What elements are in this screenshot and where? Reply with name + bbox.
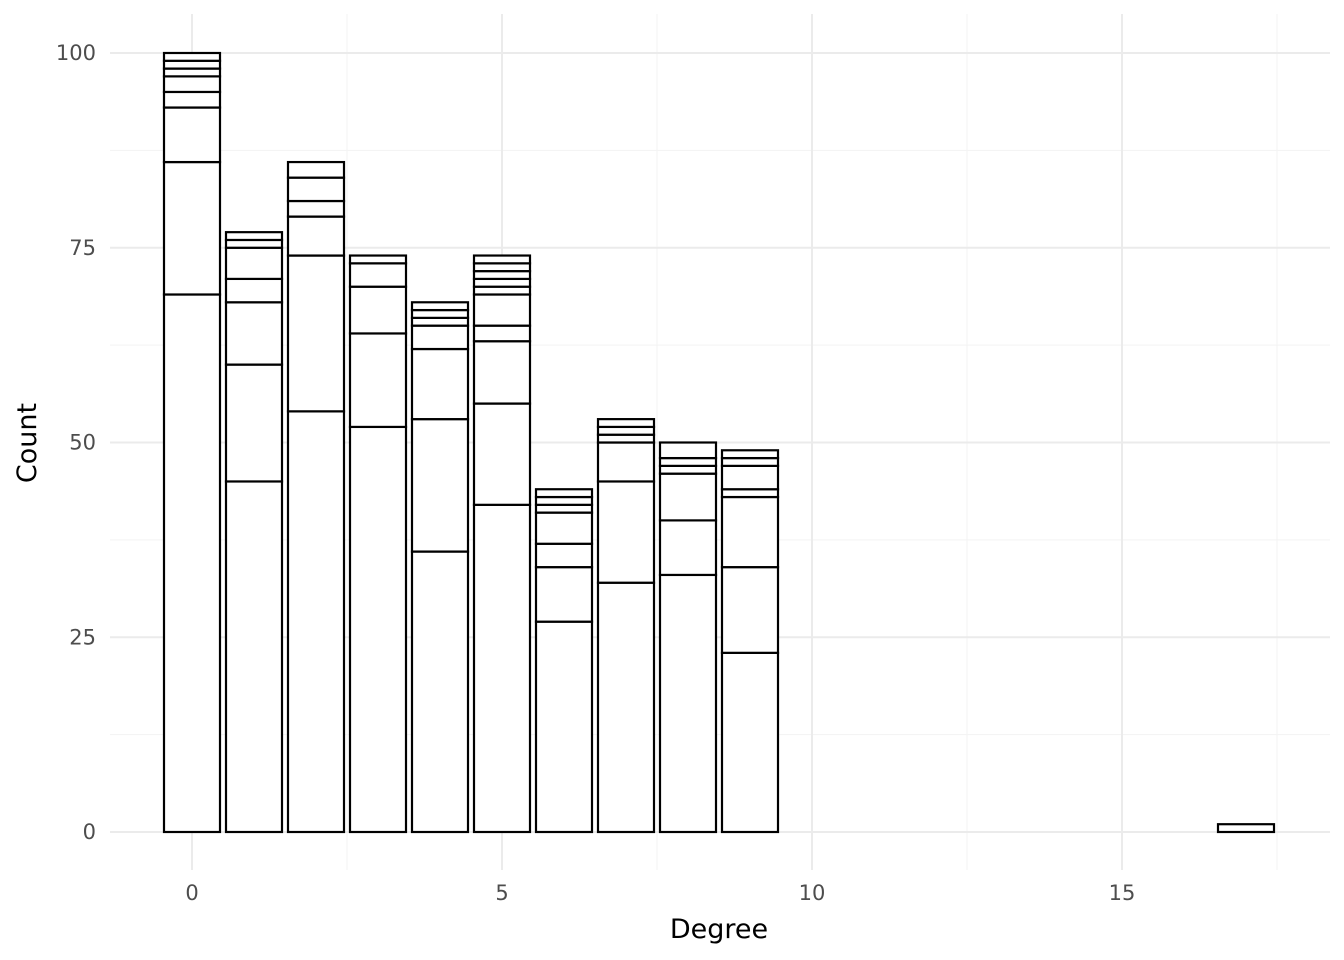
bar-segment [658,472,718,522]
bar-segment [162,160,222,296]
bar-3 [348,254,408,834]
bar-segment [348,254,408,265]
bar-segment [596,441,656,483]
bar-segment [286,215,346,257]
bar-segment [720,488,780,499]
bar-segment [720,449,780,460]
bar-segment [410,550,470,834]
bar-segment [534,511,594,545]
x-tick-label: 10 [799,881,826,905]
bar-4 [410,301,470,834]
bar-7 [596,418,656,834]
bar-segment [472,402,532,506]
bar-segment [286,160,346,179]
bar-segment [472,285,532,296]
bar-segment [720,495,780,569]
bar-segment [224,480,284,834]
y-tick-label: 50 [69,431,96,455]
bar-segment [162,106,222,164]
bar-segment [162,67,222,78]
bar-segment [658,519,718,577]
y-axis-title: Count [12,403,43,483]
bar-segment [472,293,532,327]
bar-segment [348,262,408,288]
bar-segment [658,573,718,834]
bar-segment [720,464,780,491]
bar-segment [534,542,594,569]
bar-segment [720,651,780,834]
y-tick-label: 75 [69,236,96,260]
bar-segment [658,464,718,475]
bar-segment [534,620,594,834]
bar-segment [348,332,408,429]
x-tick-label: 15 [1109,881,1136,905]
bar-segment [224,277,284,304]
bar-6 [534,488,594,834]
bar-segment [720,566,780,654]
y-tick-label: 0 [83,820,96,844]
bar-segment [1216,823,1276,834]
bar-segment [224,301,284,366]
bar-segment [534,566,594,623]
bar-segment [348,425,408,834]
bar-segment [162,75,222,94]
bar-segment [224,246,284,281]
bar-segment [658,441,718,460]
bar-segment [410,324,470,351]
bar-segment [596,581,656,834]
bar-segment [472,254,532,265]
y-tick-label: 25 [69,625,96,649]
bar-2 [286,160,346,834]
x-tick-label: 0 [185,881,198,905]
bar-segment [534,488,594,499]
bar-5 [472,254,532,834]
bar-segment [286,199,346,218]
bar-segment [162,59,222,70]
bar-segment [596,425,656,436]
bar-segment [472,340,532,405]
bar-segment [162,293,222,834]
bar-segment [472,277,532,288]
bar-0 [162,51,222,834]
bar-segment [224,238,284,249]
bar-segment [596,418,656,429]
bar-segment [534,495,594,506]
tick-labels: 0 5 10 15 0 25 50 75 100 [56,41,1135,905]
bar-segment [658,456,718,467]
bar-segment [410,418,470,553]
bar-segment [162,90,222,109]
y-tick-label: 100 [56,41,96,65]
bar-8 [658,441,718,834]
bar-segment [224,231,284,242]
bar-segment [410,316,470,327]
bar-segment [410,301,470,312]
bar-segment [472,262,532,273]
bar-segment [162,51,222,62]
bar-segment [472,503,532,834]
bar-segment [534,503,594,514]
bar-segment [286,254,346,413]
bar-segment [224,363,284,483]
bar-segment [472,270,532,281]
bar-segment [596,433,656,444]
bars [162,51,1276,834]
x-axis-title: Degree [670,914,768,945]
bar-1 [224,231,284,834]
bar-segment [410,347,470,421]
x-tick-label: 5 [495,881,508,905]
bar-segment [348,285,408,335]
bar-segment [720,456,780,467]
bar-segment [596,480,656,584]
bar-segment [472,324,532,343]
bar-9 [720,449,780,834]
bar-segment [286,176,346,203]
bar-17 [1216,823,1276,834]
bar-segment [410,308,470,319]
bar-segment [286,410,346,834]
